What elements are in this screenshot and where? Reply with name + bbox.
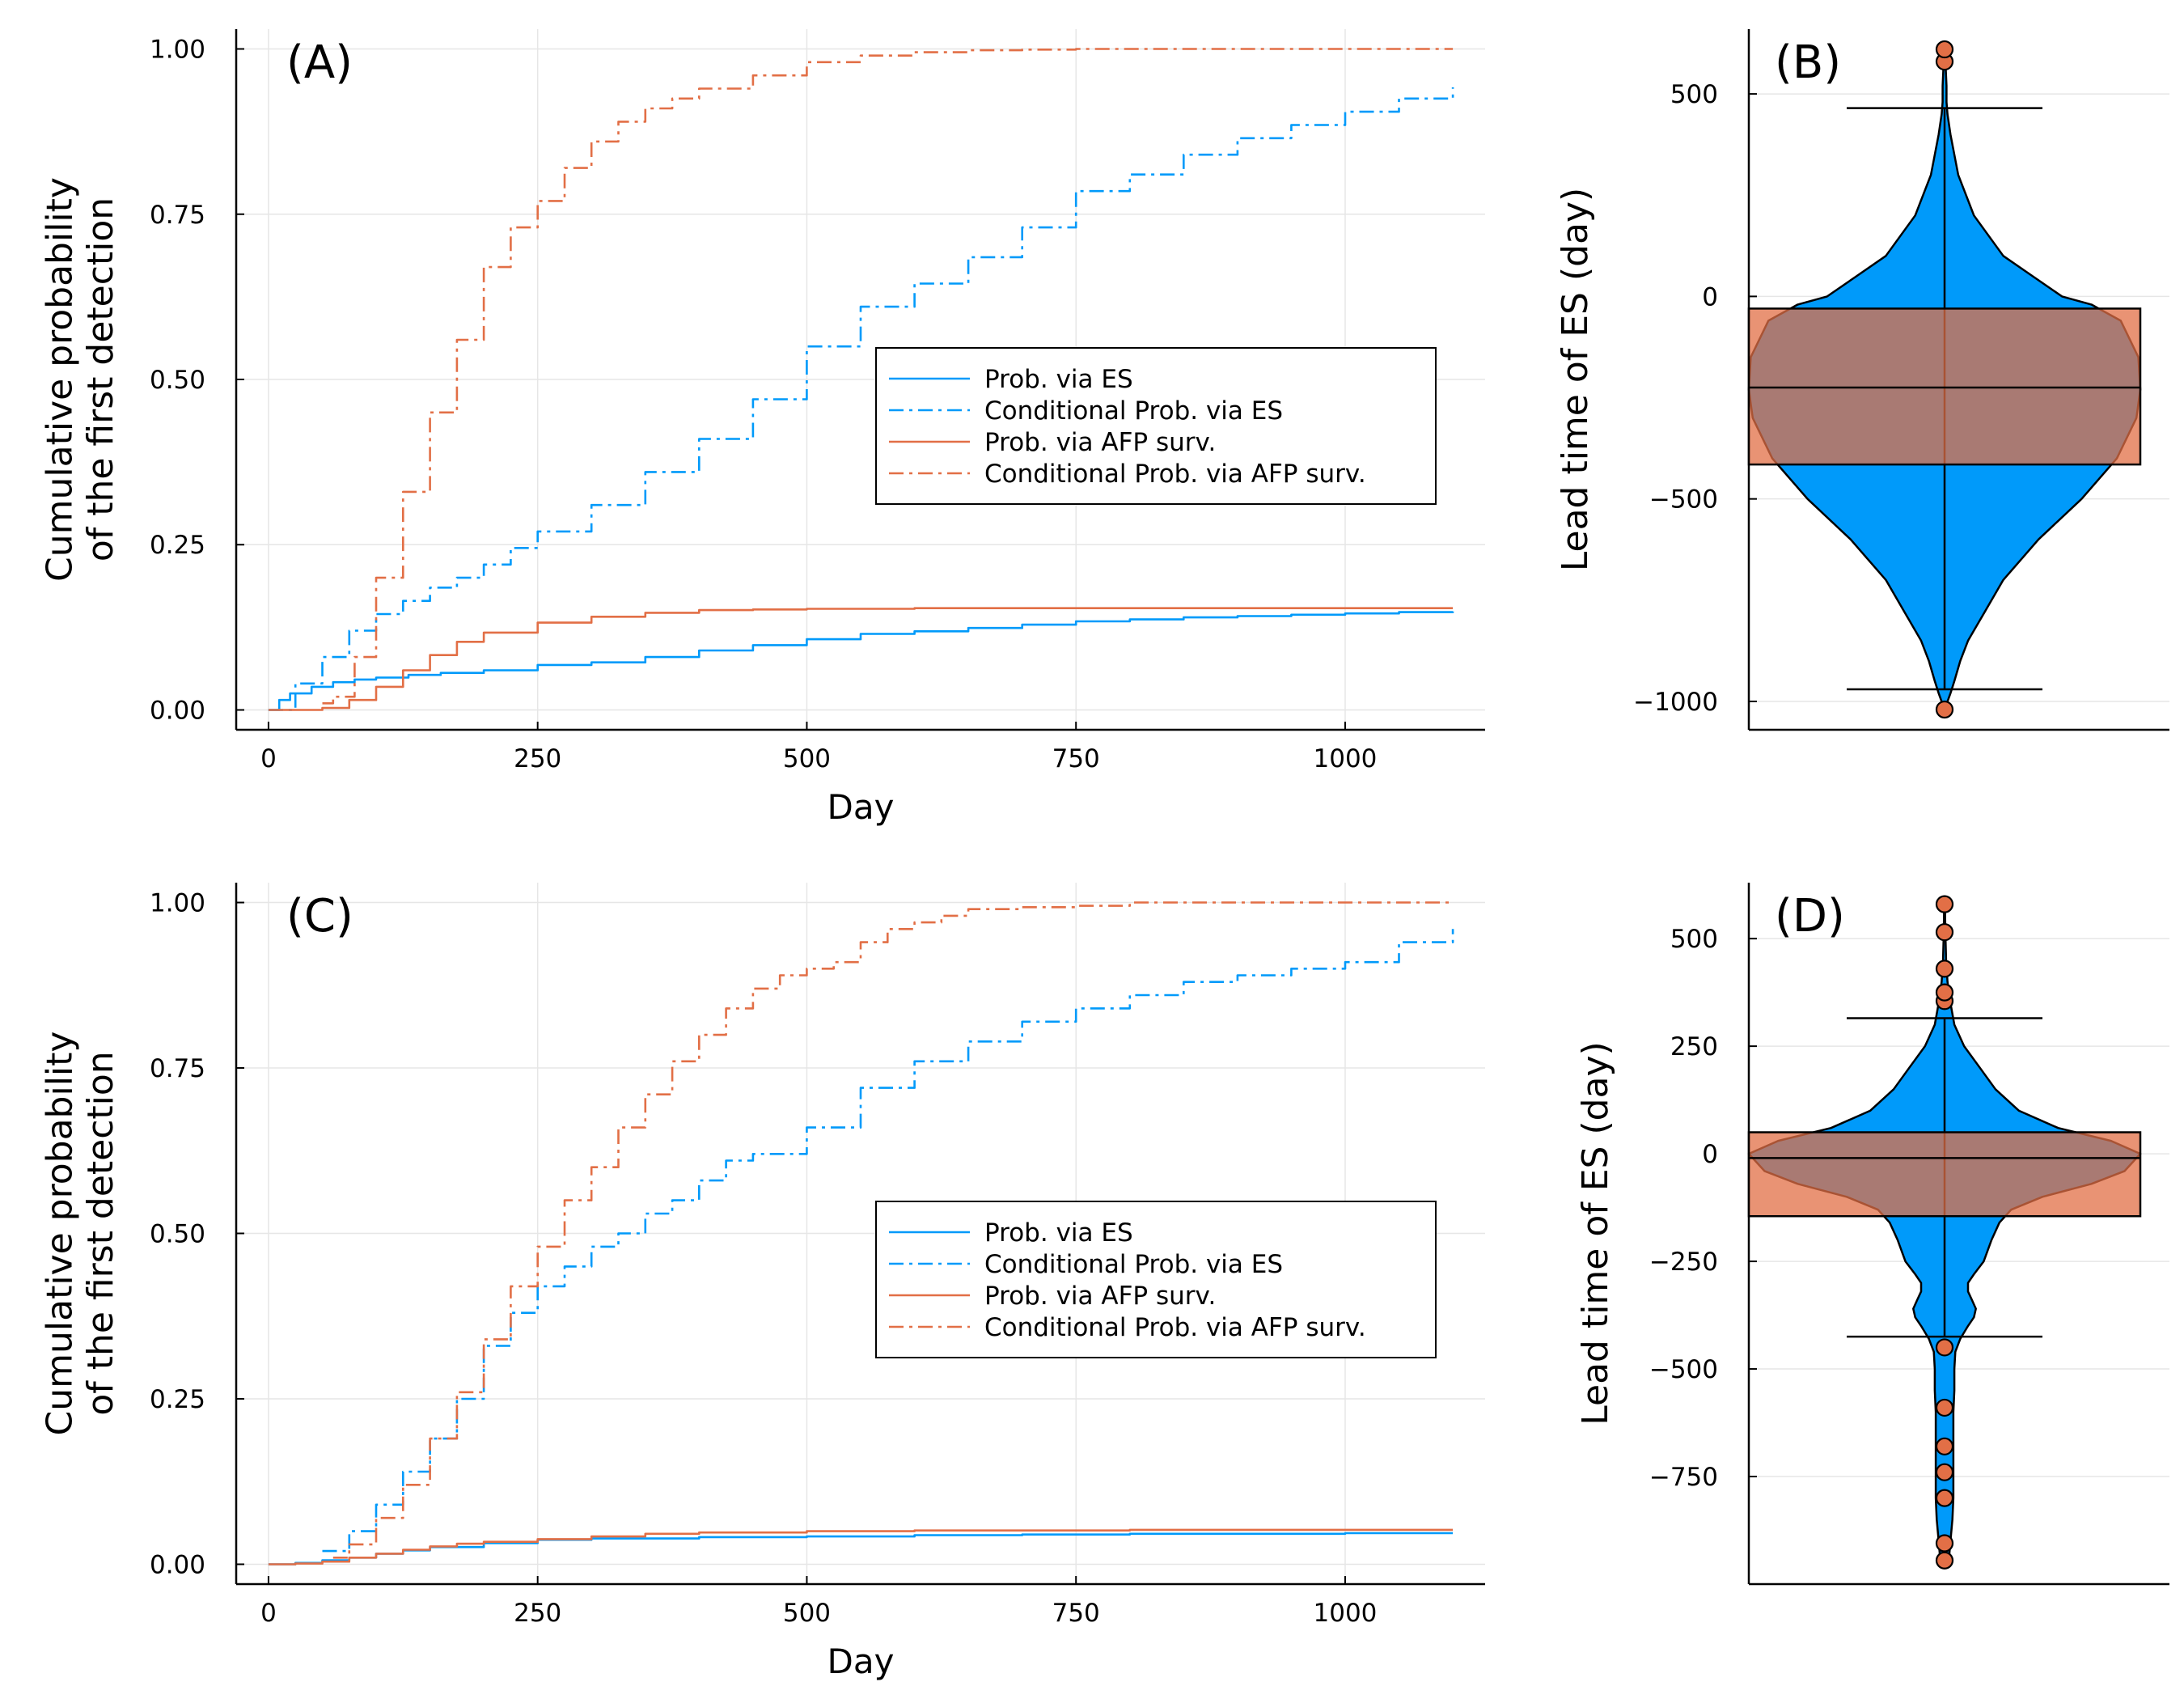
y-tick-label: −750: [1649, 1463, 1718, 1492]
x-tick-label: 0: [260, 1599, 277, 1628]
y-tick-label: −250: [1649, 1248, 1718, 1277]
outlier-point: [1935, 700, 1954, 719]
y-tick-label: 0: [1702, 282, 1718, 311]
y-axis-label-line: of the first detection: [80, 1051, 121, 1415]
legend-label: Conditional Prob. via ES: [984, 396, 1283, 426]
series-line-es-conditional: [268, 87, 1454, 711]
panel-label: (A): [286, 36, 353, 89]
legend-box: [875, 347, 1437, 505]
series-line-es: [268, 611, 1454, 711]
violin-panel-3: −750 −500 −250 0 250 500 Lead time of ES (day)…: [1575, 883, 2169, 1586]
y-tick-label: 250: [1670, 1032, 1718, 1061]
y-tick-label: 0.00: [150, 1550, 205, 1579]
series-line-es: [268, 1532, 1454, 1566]
y-tick-label: 500: [1670, 80, 1718, 109]
y-tick-label: 0.25: [150, 531, 205, 560]
box-iqr: [1747, 1131, 2142, 1218]
y-tick-label: 0.50: [150, 366, 205, 395]
x-tick-label: 750: [1052, 1599, 1100, 1628]
y-tick-label: 0.50: [150, 1220, 205, 1249]
legend-label: Prob. via ES: [984, 365, 1133, 394]
y-axis-label: Cumulative probabilityof the first detec…: [39, 1032, 121, 1436]
outlier-point: [1935, 1551, 1954, 1570]
outlier-point: [1935, 923, 1954, 942]
box-iqr: [1747, 307, 2142, 466]
y-tick-label: −1000: [1633, 688, 1718, 717]
line-panel-0: 0 250 500 750 1000 0.00 0.25 0.50 0.75 1.00 Day Cum…: [39, 29, 1485, 827]
legend-label: Conditional Prob. via AFP surv.: [984, 1313, 1366, 1342]
y-tick-label: −500: [1649, 1355, 1718, 1384]
outlier-point: [1935, 960, 1954, 978]
x-tick-label: 500: [783, 744, 831, 773]
panel-label: (C): [286, 890, 353, 943]
x-tick-label: 250: [514, 744, 561, 773]
legend-label: Prob. via AFP surv.: [984, 1282, 1216, 1311]
y-axis-label-line: Cumulative probability: [39, 177, 80, 582]
legend-label: Prob. via AFP surv.: [984, 428, 1216, 457]
series-line-afp-conditional: [332, 901, 1454, 1559]
y-axis-label-line: Cumulative probability: [39, 1032, 80, 1436]
y-tick-label: 1.00: [150, 889, 205, 918]
outlier-point: [1935, 895, 1954, 913]
x-axis-label: Day: [827, 1642, 895, 1681]
series-line-afp-conditional: [322, 48, 1454, 705]
outlier-point: [1935, 1463, 1954, 1481]
y-axis-label: Cumulative probabilityof the first detec…: [39, 177, 121, 582]
x-tick-label: 1000: [1314, 1599, 1378, 1628]
y-axis-label-line: of the first detection: [80, 197, 121, 561]
outlier-point: [1935, 1437, 1954, 1455]
outlier-point: [1935, 1489, 1954, 1507]
y-axis-label: Lead time of ES (day): [1575, 1041, 1616, 1425]
y-tick-label: 1.00: [150, 36, 205, 65]
outlier-point: [1935, 983, 1954, 1002]
outlier-point: [1935, 1534, 1954, 1553]
x-tick-label: 1000: [1314, 744, 1378, 773]
x-tick-label: 750: [1052, 744, 1100, 773]
x-axis-label: Day: [827, 787, 895, 827]
line-panel-2: 0 250 500 750 1000 0.00 0.25 0.50 0.75 1.00 Day Cum…: [39, 883, 1485, 1681]
x-tick-label: 0: [260, 744, 277, 773]
legend-label: Prob. via ES: [984, 1218, 1133, 1248]
panel-label: (D): [1775, 890, 1845, 943]
y-tick-label: 0: [1702, 1140, 1718, 1169]
y-tick-label: 0.75: [150, 201, 205, 230]
violin-panel-1: −1000 −500 0 500 Lead time of ES (day) (B): [1555, 29, 2169, 731]
outlier-point: [1935, 1398, 1954, 1417]
x-tick-label: 250: [514, 1599, 561, 1628]
y-tick-label: 500: [1670, 925, 1718, 954]
legend-box: [875, 1201, 1437, 1358]
y-tick-label: 0.00: [150, 696, 205, 725]
x-tick-label: 500: [783, 1599, 831, 1628]
y-tick-label: 0.25: [150, 1385, 205, 1414]
legend-label: Conditional Prob. via AFP surv.: [984, 460, 1366, 489]
y-axis-label: Lead time of ES (day): [1555, 188, 1596, 571]
y-tick-label: 0.75: [150, 1054, 205, 1083]
outlier-point: [1935, 40, 1954, 59]
panel-label: (B): [1775, 36, 1841, 89]
y-tick-label: −500: [1649, 485, 1718, 515]
series-line-afp: [268, 1528, 1454, 1566]
outlier-point: [1935, 1338, 1954, 1357]
legend-label: Conditional Prob. via ES: [984, 1250, 1283, 1279]
series-line-afp: [268, 607, 1454, 711]
